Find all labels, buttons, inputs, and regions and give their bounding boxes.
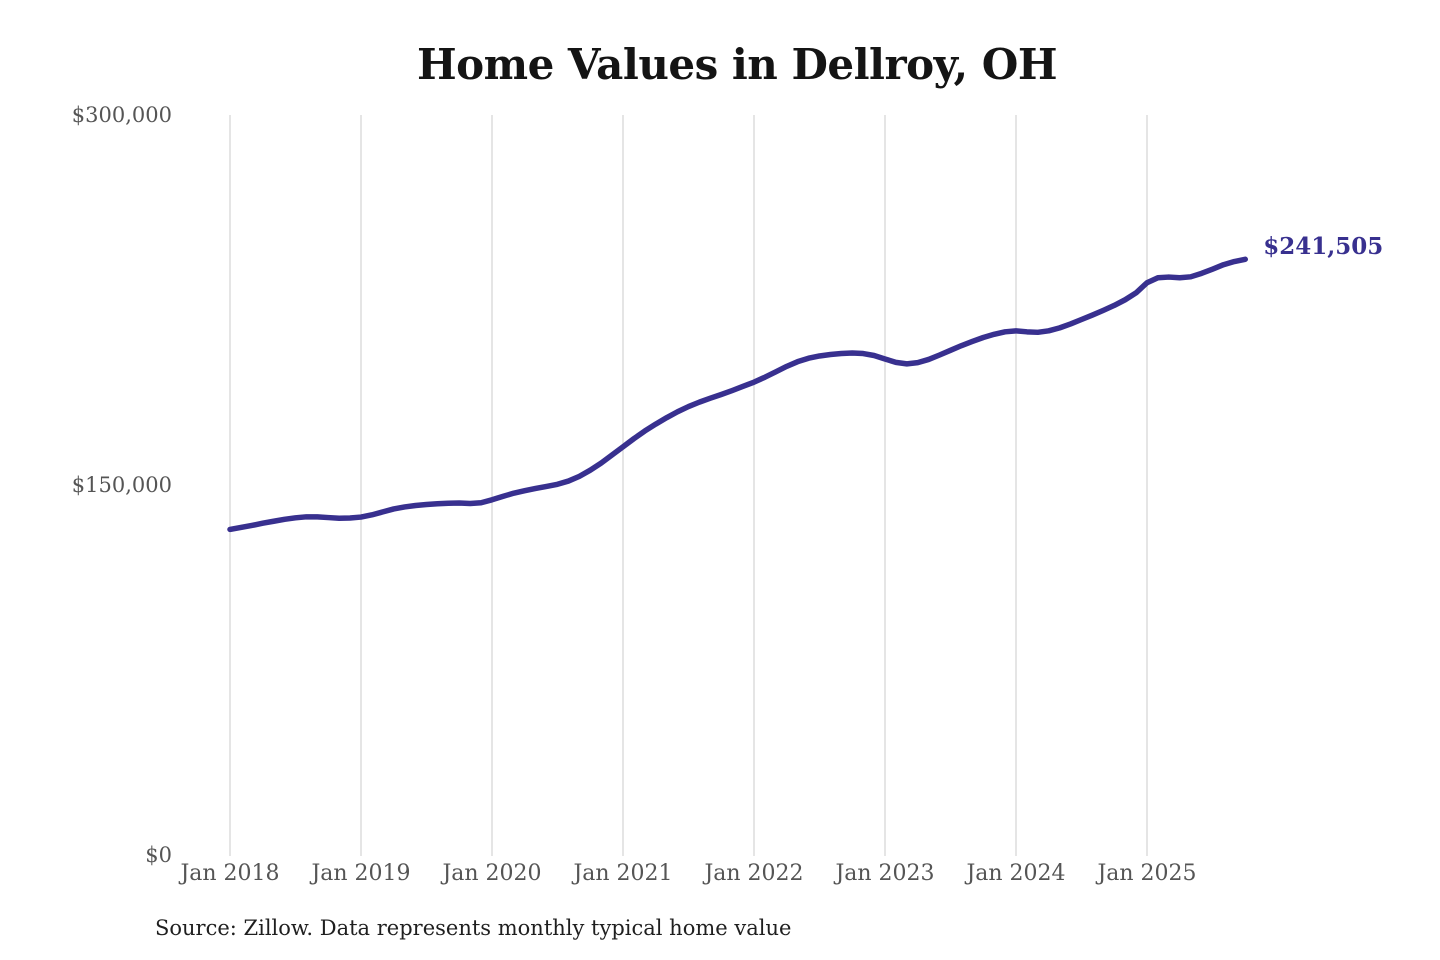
y-axis-tick-label: $300,000	[71, 103, 172, 127]
latest-value-label: $241,505	[1263, 233, 1384, 261]
x-axis-tick-label: Jan 2025	[1097, 861, 1197, 886]
x-axis-tick-label: Jan 2023	[835, 861, 935, 886]
y-axis-tick-label: $150,000	[71, 473, 172, 497]
x-axis-tick-label: Jan 2024	[966, 861, 1066, 886]
chart-title: Home Values in Dellroy, OH	[416, 40, 1058, 89]
x-axis-tick-label: Jan 2019	[311, 861, 411, 886]
x-axis-tick-label: Jan 2020	[442, 861, 542, 886]
source-note: Source: Zillow. Data represents monthly …	[155, 916, 792, 940]
y-axis-tick-label: $0	[145, 843, 172, 867]
x-axis-tick-label: Jan 2022	[704, 861, 804, 886]
home-value-line	[227, 256, 1248, 533]
x-axis-tick-label: Jan 2018	[180, 861, 280, 886]
x-axis-tick-label: Jan 2021	[573, 861, 673, 886]
